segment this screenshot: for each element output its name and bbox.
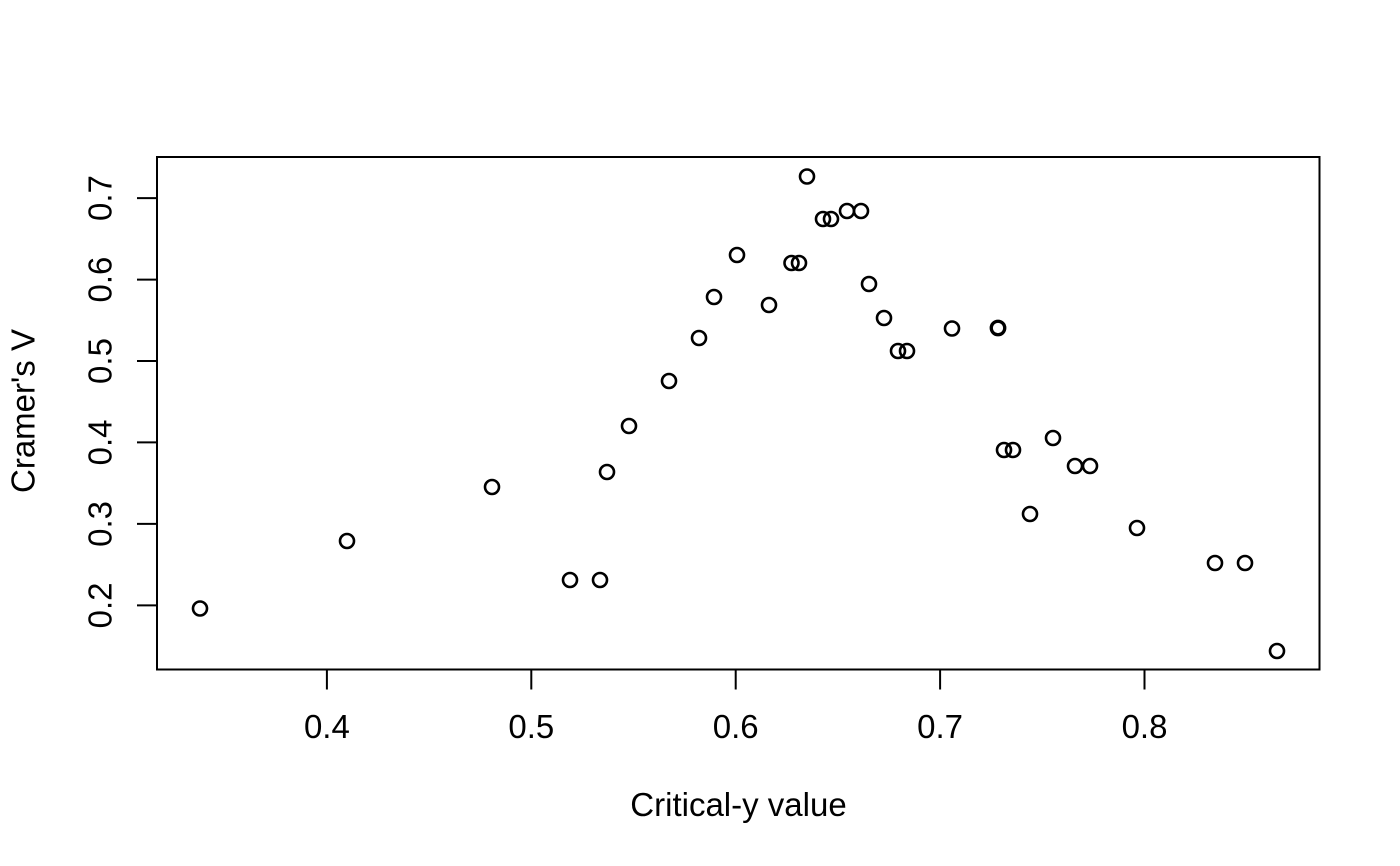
svg-text:0.6: 0.6	[713, 708, 759, 745]
svg-text:0.5: 0.5	[82, 338, 119, 384]
svg-text:0.7: 0.7	[917, 708, 963, 745]
svg-text:0.5: 0.5	[508, 708, 554, 745]
svg-text:0.6: 0.6	[82, 257, 119, 303]
svg-text:0.8: 0.8	[1122, 708, 1168, 745]
svg-text:0.2: 0.2	[82, 582, 119, 628]
svg-text:0.4: 0.4	[82, 419, 119, 465]
svg-text:0.4: 0.4	[304, 708, 350, 745]
svg-text:0.7: 0.7	[82, 175, 119, 221]
svg-text:Critical-y value: Critical-y value	[630, 786, 846, 823]
svg-text:0.3: 0.3	[82, 501, 119, 547]
svg-text:Cramer's V: Cramer's V	[5, 329, 42, 493]
